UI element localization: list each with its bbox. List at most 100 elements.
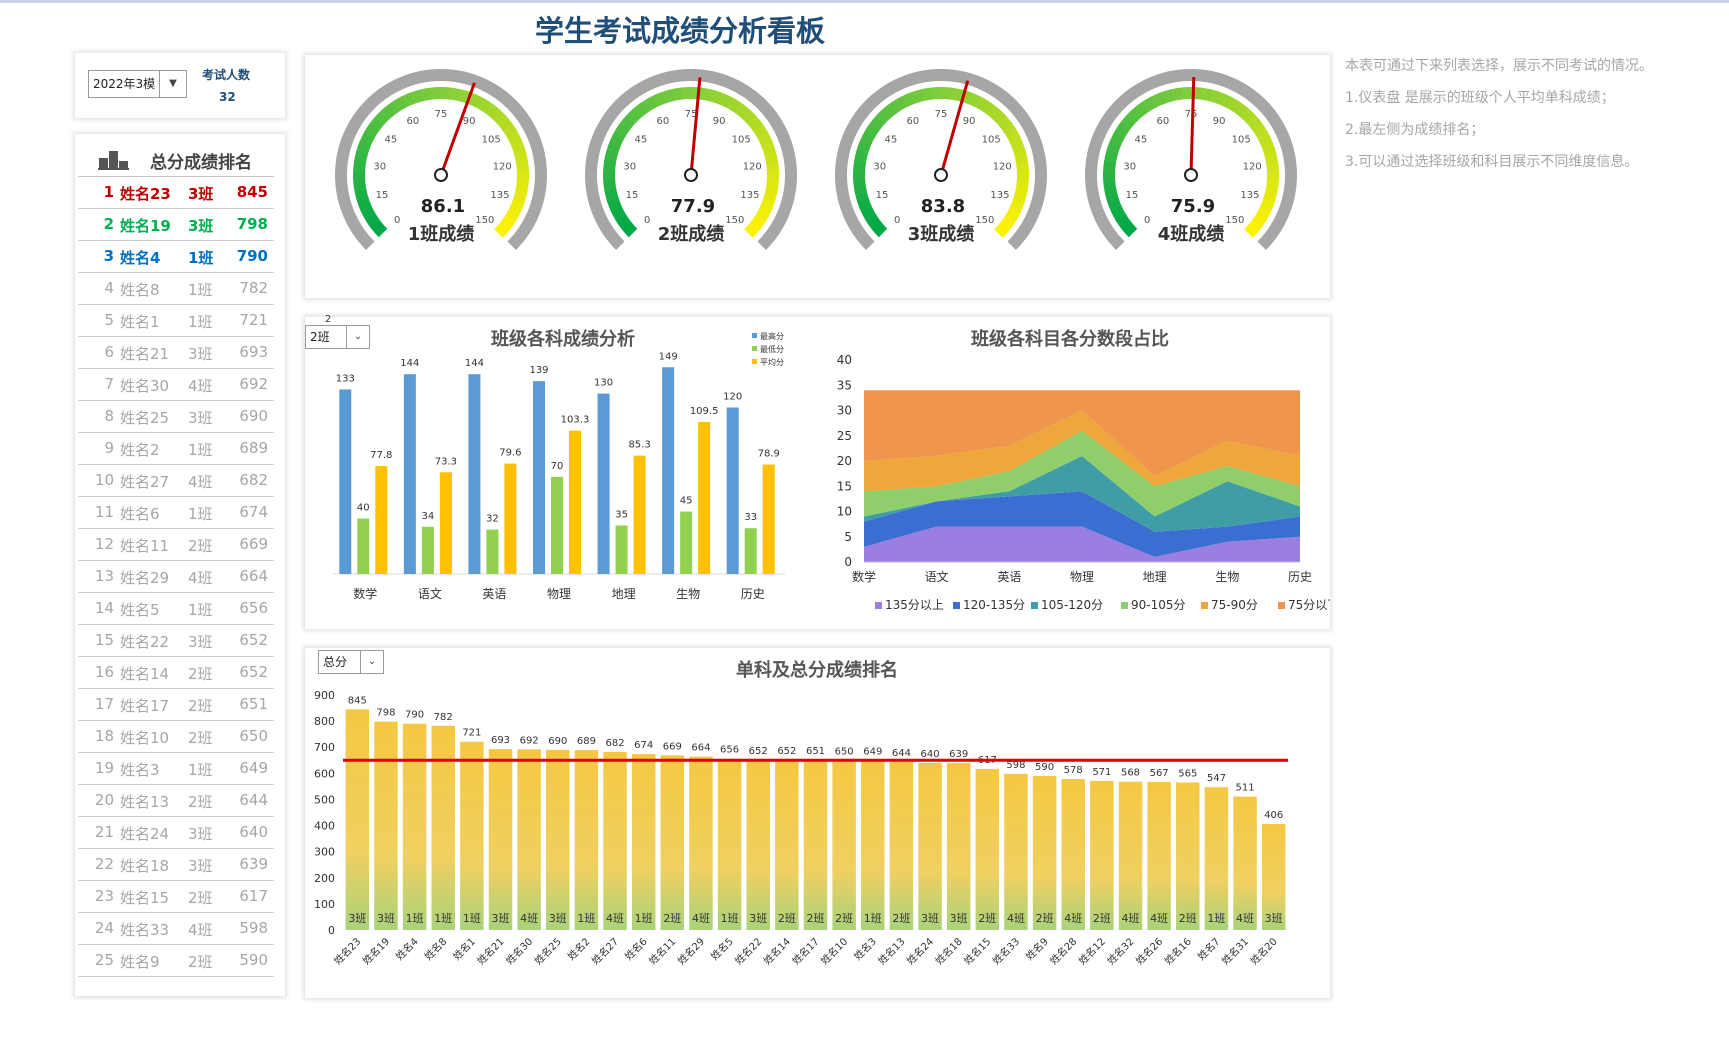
ranking-bar-class: 1班 — [721, 912, 739, 925]
ranking-bar-label: 567 — [1150, 768, 1169, 779]
ranking-row: 14 姓名5 1班 656 — [78, 593, 274, 625]
ranking-y-tick-label: 200 — [314, 872, 335, 885]
chevron-down-icon[interactable]: ⌄ — [346, 326, 369, 348]
gauge-tick-label: 105 — [482, 135, 501, 146]
ranking-name: 姓名11 — [120, 537, 170, 555]
gauge-color-band — [1217, 92, 1232, 108]
note-line: 1.仪表盘 是展示的班级个人平均单科成绩； — [1345, 90, 1615, 106]
ranking-row: 25 姓名9 2班 590 — [78, 945, 274, 977]
gauge-color-band — [353, 160, 367, 173]
gauge-tick-label: 90 — [463, 116, 476, 127]
ranking-bar-label: 652 — [777, 746, 796, 757]
ranking-score: 692 — [239, 375, 268, 393]
gauge-color-band — [744, 221, 761, 238]
area-series — [864, 390, 1300, 477]
gauge-color-band — [483, 101, 499, 118]
exam-select[interactable]: 2022年3模 ▼ — [88, 70, 187, 98]
ranking-bar-label: 782 — [434, 712, 453, 723]
ranking-class: 2班 — [188, 953, 213, 971]
ranking-bar — [1061, 779, 1085, 930]
ranking-rank: 3 — [103, 247, 114, 265]
ranking-row: 12 姓名11 2班 669 — [78, 529, 274, 561]
bar — [698, 422, 711, 574]
gauge-tick-label: 105 — [732, 135, 751, 146]
area-legend-swatch — [1031, 602, 1038, 609]
ranking-rank: 18 — [94, 727, 114, 745]
gauge-color-band — [651, 92, 666, 108]
chevron-down-icon[interactable]: ⌄ — [360, 651, 383, 673]
gauge-tick-label: 30 — [623, 161, 636, 172]
ranking-rank: 16 — [94, 663, 114, 681]
gauge-label: 1班成绩 — [408, 223, 475, 245]
gauge-tick-label: 90 — [713, 116, 726, 127]
gauge-tick-label: 15 — [1126, 190, 1139, 201]
gauge-tick-label: 0 — [394, 215, 400, 226]
ranking-row: 18 姓名10 2班 650 — [78, 721, 274, 753]
gauge-color-band — [1016, 161, 1029, 173]
notes: 本表可通过下来列表选择，展示不同考试的情况。 1.仪表盘 是展示的班级个人平均单… — [1345, 55, 1725, 183]
gauge-color-band — [869, 114, 886, 131]
ranking-row: 9 姓名2 1班 689 — [78, 433, 274, 465]
area-y-tick-label: 0 — [844, 555, 852, 569]
ranking-name: 姓名25 — [120, 409, 170, 427]
ranking-name: 姓名17 — [120, 697, 170, 715]
ranking-class: 4班 — [188, 377, 213, 395]
ranking-name: 姓名29 — [120, 569, 170, 587]
class-select[interactable]: 2班 ⌄ — [305, 325, 370, 349]
ranking-rank: 1 — [103, 183, 114, 201]
gauge-tick-label: 30 — [1123, 161, 1136, 172]
ranking-bar-class: 3班 — [921, 912, 939, 925]
bar-data-label: 133 — [336, 373, 355, 384]
ranking-category-label: 姓名17 — [789, 935, 821, 967]
ranking-category-label: 姓名8 — [422, 935, 450, 963]
gauge-color-band — [1240, 108, 1257, 124]
exam-select-value: 2022年3模 — [93, 77, 156, 91]
gauge-color-band — [920, 87, 933, 102]
ranking-name: 姓名21 — [120, 345, 170, 363]
note-line: 本表可通过下来列表选择，展示不同考试的情况。 — [1345, 58, 1653, 74]
bar-category-label: 英语 — [482, 587, 506, 601]
ranking-bar-label: 639 — [949, 749, 968, 760]
bar-data-label: 130 — [594, 378, 613, 389]
ranking-bar-class: 3班 — [348, 912, 366, 925]
gauge-color-band — [614, 122, 630, 138]
ranking-rank: 15 — [94, 631, 114, 649]
ranking-rank: 4 — [104, 279, 114, 297]
ranking-bar-class: 2班 — [1093, 912, 1111, 925]
ranking-score: 690 — [239, 407, 268, 425]
gauge-color-band — [1126, 107, 1143, 124]
chevron-down-icon[interactable]: ▼ — [159, 71, 186, 97]
gauge-color-band — [1005, 206, 1021, 222]
ranking-row: 1 姓名23 3班 845 — [78, 177, 274, 209]
ranking-category-label: 姓名16 — [1162, 935, 1194, 967]
ranking-class: 2班 — [188, 665, 213, 683]
ranking-class: 2班 — [188, 729, 213, 747]
ranking-class: 1班 — [188, 505, 213, 523]
ranking-bar-class: 2班 — [1036, 912, 1054, 925]
ranking-category-label: 姓名10 — [818, 935, 850, 967]
ranking-score: 652 — [239, 663, 268, 681]
ranking-class: 3班 — [188, 825, 213, 843]
ranking-row: 8 姓名25 3班 690 — [78, 401, 274, 433]
gauge-color-band — [1106, 140, 1122, 155]
gauge-color-band — [892, 96, 908, 112]
ranking-rank: 11 — [94, 503, 114, 521]
ranking-bar — [1004, 773, 1028, 930]
gauge-color-band — [1244, 221, 1261, 238]
area-legend-label: 75-90分 — [1211, 598, 1258, 612]
gauge-color-band — [369, 114, 386, 131]
subject-select[interactable]: 总分 ⌄ — [318, 650, 384, 674]
ranking-row: 5 姓名1 1班 721 — [78, 305, 274, 337]
top-border — [0, 0, 1729, 3]
gauge-color-band — [660, 89, 674, 104]
gauge-color-band — [740, 108, 757, 124]
gauge-color-band — [420, 87, 433, 102]
bar — [486, 529, 499, 574]
ranking-bar-label: 406 — [1264, 810, 1283, 821]
exam-count-label: 考试人数 — [202, 68, 251, 82]
ranking-name: 姓名4 — [120, 249, 161, 267]
bar-legend-label: 平均分 — [760, 357, 784, 367]
ranking-class: 1班 — [188, 441, 213, 459]
gauge-color-band — [494, 221, 511, 238]
gauge-color-band — [642, 96, 658, 112]
